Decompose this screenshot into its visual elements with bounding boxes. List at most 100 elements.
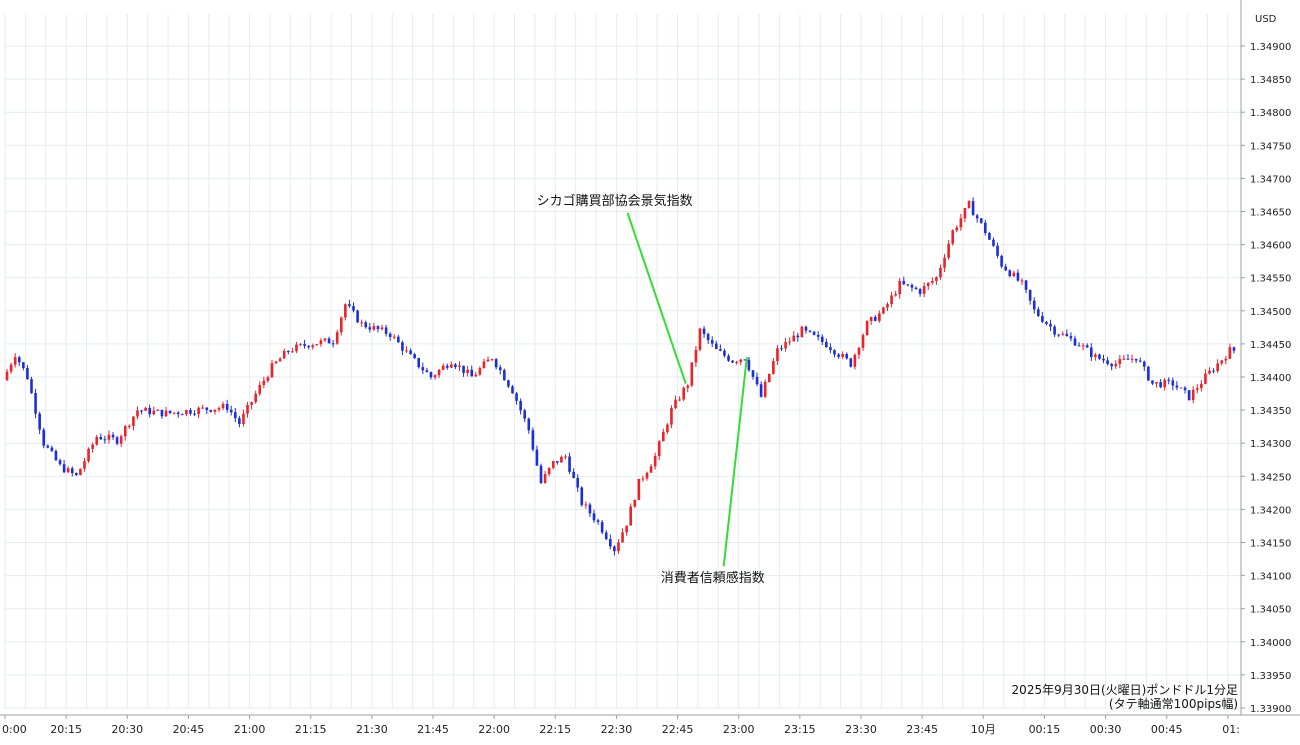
candle-down bbox=[1053, 326, 1056, 335]
candle-up bbox=[221, 403, 225, 409]
candle-down bbox=[780, 348, 783, 350]
candle-down bbox=[62, 464, 66, 473]
x-tick-label: 10月 bbox=[971, 723, 996, 736]
candle-down bbox=[979, 218, 983, 223]
candle-down bbox=[759, 384, 763, 397]
candle-up bbox=[670, 408, 673, 425]
candle-down bbox=[1183, 387, 1187, 391]
candle-down bbox=[421, 367, 425, 371]
candle-up bbox=[392, 336, 396, 338]
candle-up bbox=[1220, 360, 1224, 364]
candle-down bbox=[1187, 390, 1191, 401]
annotation-line bbox=[722, 357, 748, 567]
candle-down bbox=[727, 355, 730, 361]
candle-down bbox=[38, 413, 41, 430]
annotation-line bbox=[626, 212, 687, 384]
candle-up bbox=[66, 468, 70, 473]
candle-up bbox=[629, 506, 632, 526]
y-tick-label: 1.34800 bbox=[1250, 108, 1291, 119]
candle-up bbox=[560, 456, 563, 463]
candle-down bbox=[454, 364, 457, 368]
candle-down bbox=[808, 330, 812, 332]
candle-up bbox=[258, 384, 262, 394]
candle-up bbox=[490, 359, 494, 361]
candle-down bbox=[572, 471, 575, 479]
candle-down bbox=[234, 412, 237, 419]
candle-down bbox=[384, 327, 388, 334]
candle-up bbox=[772, 361, 775, 374]
candle-down bbox=[1045, 321, 1048, 324]
candle-up bbox=[1094, 354, 1097, 357]
y-tick-label: 1.34200 bbox=[1250, 505, 1291, 516]
candle-up bbox=[935, 277, 938, 281]
candle-up bbox=[776, 348, 779, 362]
candle-up bbox=[857, 347, 861, 355]
candle-down bbox=[511, 386, 514, 394]
candle-down bbox=[307, 345, 310, 348]
candle-up bbox=[882, 307, 885, 314]
x-tick-label: 20:30 bbox=[111, 723, 143, 736]
candle-down bbox=[1175, 385, 1179, 388]
candle-down bbox=[1085, 345, 1089, 348]
candle-up bbox=[637, 478, 641, 500]
candle-up bbox=[947, 243, 950, 258]
candle-down bbox=[568, 456, 571, 472]
candle-down bbox=[743, 359, 747, 361]
candle-down bbox=[580, 487, 584, 505]
x-tick-label: 22:00 bbox=[478, 723, 510, 736]
candle-up bbox=[107, 434, 111, 440]
candle-down bbox=[286, 351, 290, 353]
candle-up bbox=[213, 409, 217, 412]
candle-down bbox=[873, 316, 877, 321]
candle-up bbox=[547, 467, 551, 475]
candle-down bbox=[1008, 270, 1012, 277]
candle-up bbox=[939, 267, 942, 278]
candle-up bbox=[95, 436, 99, 445]
candle-down bbox=[376, 325, 380, 330]
x-tick-label: 21:15 bbox=[295, 723, 327, 736]
y-tick-label: 1.34850 bbox=[1250, 75, 1291, 86]
candle-up bbox=[800, 326, 804, 338]
y-tick-label: 1.34150 bbox=[1250, 539, 1291, 550]
candle-down bbox=[1102, 358, 1105, 361]
candle-up bbox=[339, 317, 343, 333]
candle-down bbox=[515, 393, 518, 401]
candle-down bbox=[747, 359, 751, 371]
annotation-label: 消費者信頼感指数 bbox=[661, 570, 765, 586]
candle-down bbox=[503, 370, 506, 381]
time-axis: 0:00 20:15 20:30 20:45 21:00 21:15 21:30 21:45 2… bbox=[0, 714, 1300, 736]
candle-down bbox=[225, 403, 229, 410]
candle-down bbox=[804, 326, 808, 331]
candle-down bbox=[914, 287, 918, 290]
candle-down bbox=[30, 379, 33, 394]
candle-up bbox=[841, 353, 844, 357]
candle-down bbox=[984, 222, 987, 234]
candle-up bbox=[319, 340, 323, 345]
candle-up bbox=[878, 313, 881, 321]
candle-down bbox=[592, 513, 596, 521]
candle-down bbox=[710, 340, 714, 344]
candle-up bbox=[1208, 370, 1211, 374]
candle-up bbox=[869, 316, 873, 322]
x-tick-label: 23:45 bbox=[906, 723, 938, 736]
candle-up bbox=[83, 461, 86, 469]
candle-up bbox=[132, 416, 135, 426]
candle-up bbox=[372, 325, 376, 330]
candle-down bbox=[719, 349, 722, 351]
candle-up bbox=[898, 280, 902, 295]
candle-down bbox=[103, 439, 107, 441]
candle-down bbox=[706, 334, 710, 341]
y-tick-label: 1.34500 bbox=[1250, 307, 1291, 318]
candle-up bbox=[450, 364, 453, 368]
candle-up bbox=[698, 328, 702, 350]
candle-up bbox=[967, 201, 971, 209]
candle-up bbox=[633, 499, 637, 507]
candle-up bbox=[344, 304, 347, 318]
candle-down bbox=[1077, 345, 1081, 347]
x-tick-label: 00:15 bbox=[1029, 723, 1061, 736]
y-tick-label: 1.34000 bbox=[1250, 638, 1291, 649]
candle-up bbox=[678, 399, 681, 401]
candle-up bbox=[246, 404, 249, 414]
y-tick-label: 1.33950 bbox=[1250, 671, 1291, 682]
candle-up bbox=[1118, 358, 1122, 364]
